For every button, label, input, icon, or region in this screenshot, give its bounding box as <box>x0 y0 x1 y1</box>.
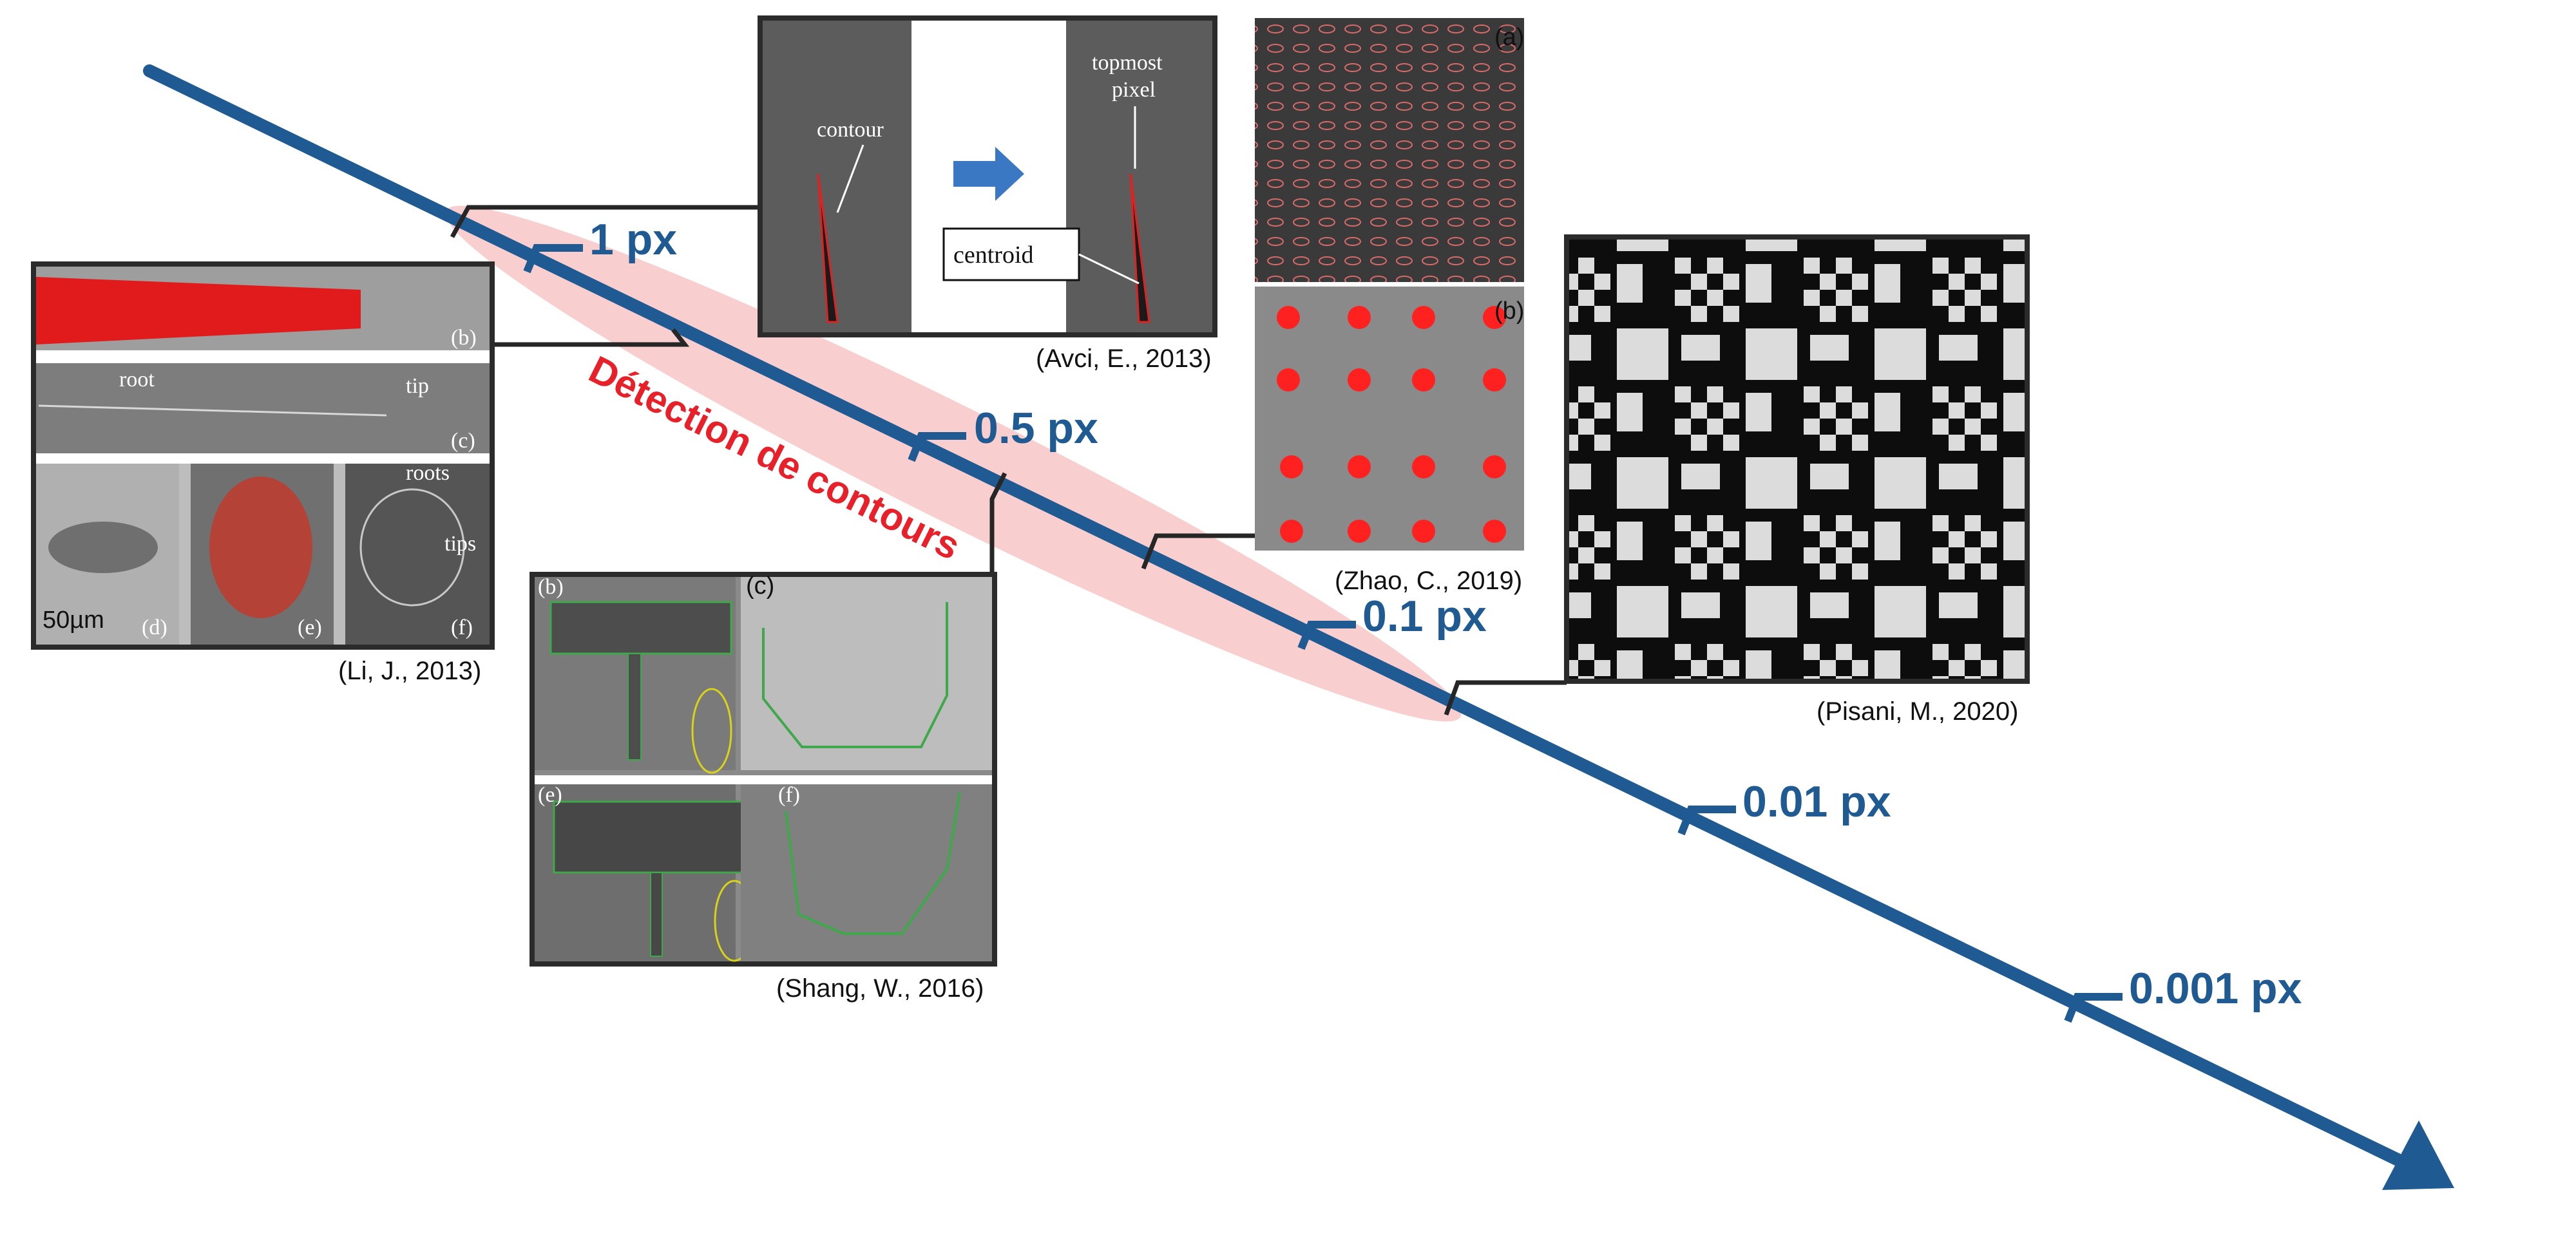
axis-ticks <box>523 244 2123 1023</box>
tick-mark-0.5px <box>908 432 966 462</box>
li-root-label: root <box>119 368 155 392</box>
avci-topmost-label: topmost <box>1092 51 1163 75</box>
li-tips-label: tips <box>444 532 476 556</box>
shang-panel-c: (c) <box>746 572 774 599</box>
citation-li: (Li, J., 2013) <box>338 657 481 685</box>
tick-label-1px: 1 px <box>589 215 677 264</box>
li-roots-label: roots <box>406 461 450 485</box>
tick-label-0.001px: 0.001 px <box>2129 964 2302 1013</box>
li-scale-label: 50µm <box>43 607 104 634</box>
tick-mark-0.01px <box>1677 806 1736 836</box>
resolution-axis-arrow <box>143 64 2419 1173</box>
li-panel-e: (e) <box>298 616 322 639</box>
connectors <box>450 205 1567 716</box>
inset-zhao: (a) (b) <box>1255 18 1524 551</box>
li-panel-f: (f) <box>451 616 473 639</box>
citation-zhao: (Zhao, C., 2019) <box>1335 567 1522 595</box>
shang-panel-e: (e) <box>538 783 562 807</box>
tick-mark-0.001px <box>2064 993 2123 1023</box>
citation-avci: (Avci, E., 2013) <box>1036 345 1212 373</box>
avci-centroid-label: centroid <box>953 241 1034 269</box>
inset-pisani <box>1564 234 2030 684</box>
tick-label-0.01px: 0.01 px <box>1742 777 1891 826</box>
zhao-panel-a: (a) <box>1494 24 1524 51</box>
tick-label-0.1px: 0.1 px <box>1362 592 1487 641</box>
avci-contour-label: contour <box>817 118 884 142</box>
arrow-head <box>2382 1120 2454 1190</box>
connector-avci <box>450 205 760 238</box>
li-tip-label: tip <box>406 374 429 398</box>
connector-pisani <box>1444 680 1567 716</box>
li-panel-d: (d) <box>142 616 167 639</box>
avci-pixel-label: pixel <box>1112 78 1156 102</box>
tick-mark-0.1px <box>1297 621 1356 650</box>
li-panel-c: (c) <box>451 429 475 453</box>
zhao-panel-b: (b) <box>1494 297 1524 325</box>
tick-mark-1px <box>523 244 583 274</box>
inset-li: (b) root tip (c) 50µm (d) (e) roots tips… <box>31 261 495 650</box>
connector-zhao <box>1141 533 1255 570</box>
connector-shang <box>989 472 1007 574</box>
citation-pisani: (Pisani, M., 2020) <box>1817 697 2018 726</box>
inset-avci: contour topmost pixel centroid <box>758 15 1217 337</box>
citation-shang: (Shang, W., 2016) <box>776 974 984 1003</box>
tick-label-0.5px: 0.5 px <box>974 404 1098 453</box>
connector-li <box>488 328 690 347</box>
inset-shang: (b) (c) (e) (f) <box>530 572 997 967</box>
shang-panel-f: (f) <box>778 783 800 807</box>
li-panel-b: (b) <box>451 326 477 350</box>
shang-panel-b: (b) <box>538 575 564 599</box>
